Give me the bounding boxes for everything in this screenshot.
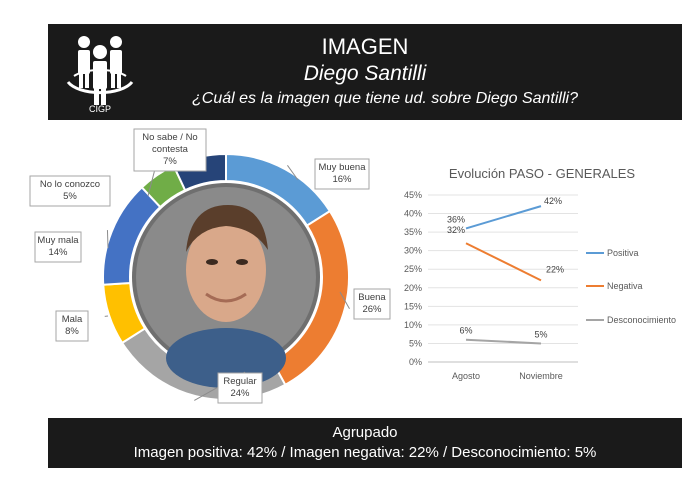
- x-tick-label: Noviembre: [519, 371, 563, 381]
- cigp-logo: CIGP: [66, 36, 134, 114]
- y-tick-label: 40%: [404, 209, 422, 219]
- page-title: IMAGEN: [321, 34, 409, 59]
- footer-banner: Agrupado Imagen positiva: 42% / Imagen n…: [48, 418, 682, 468]
- donut-label-text: No sabe / No: [142, 132, 197, 143]
- y-tick-label: 35%: [404, 227, 422, 237]
- donut-label-text: No lo conozco: [40, 179, 100, 190]
- y-tick-label: 20%: [404, 283, 422, 293]
- donut-label-value: 26%: [362, 304, 382, 315]
- y-tick-label: 15%: [404, 301, 422, 311]
- data-label: 36%: [447, 214, 465, 224]
- donut-label-value: 24%: [230, 388, 250, 399]
- donut-label-text: Muy buena: [318, 162, 366, 173]
- y-tick-label: 5%: [409, 338, 422, 348]
- footer-title: Agrupado: [332, 424, 398, 441]
- series-line-positiva: [465, 205, 542, 230]
- legend-entry: Negativa: [607, 281, 643, 291]
- y-tick-label: 10%: [404, 320, 422, 330]
- footer-summary: Imagen positiva: 42% / Imagen negativa: …: [133, 444, 597, 461]
- line-chart-title: Evolución PASO - GENERALES: [449, 166, 635, 181]
- legend-entry: Positiva: [607, 248, 639, 258]
- donut-label-value: 14%: [48, 247, 68, 258]
- header-banner: CIGP IMAGEN Diego Santilli ¿Cuál es la i…: [48, 24, 682, 120]
- donut-label-text: contesta: [152, 144, 189, 155]
- x-tick-label: Agosto: [452, 371, 480, 381]
- series-line-desconocimiento: [465, 338, 542, 345]
- donut-label-text: Muy mala: [37, 235, 79, 246]
- portrait-photo: [132, 183, 320, 388]
- candidate-name: Diego Santilli: [303, 62, 427, 85]
- donut-label-text: Buena: [358, 292, 386, 303]
- data-label: 22%: [546, 264, 564, 274]
- y-tick-label: 45%: [404, 190, 422, 200]
- survey-question: ¿Cuál es la imagen que tiene ud. sobre D…: [191, 90, 578, 107]
- logo-text: CIGP: [89, 104, 111, 114]
- y-tick-label: 25%: [404, 264, 422, 274]
- data-label: 42%: [544, 196, 562, 206]
- donut-label-text: Regular: [223, 376, 256, 387]
- donut-label-value: 8%: [65, 326, 79, 337]
- data-label: 5%: [534, 329, 547, 339]
- legend-entry: Desconocimiento: [607, 315, 676, 325]
- y-tick-label: 0%: [409, 357, 422, 367]
- donut-label-value: 16%: [332, 174, 352, 185]
- data-label: 32%: [447, 225, 465, 235]
- donut-label-value: 7%: [163, 156, 177, 167]
- y-tick-label: 30%: [404, 246, 422, 256]
- data-label: 6%: [459, 326, 472, 336]
- series-line-negativa: [465, 242, 542, 282]
- donut-label-text: Mala: [62, 314, 83, 325]
- donut-label-value: 5%: [63, 191, 77, 202]
